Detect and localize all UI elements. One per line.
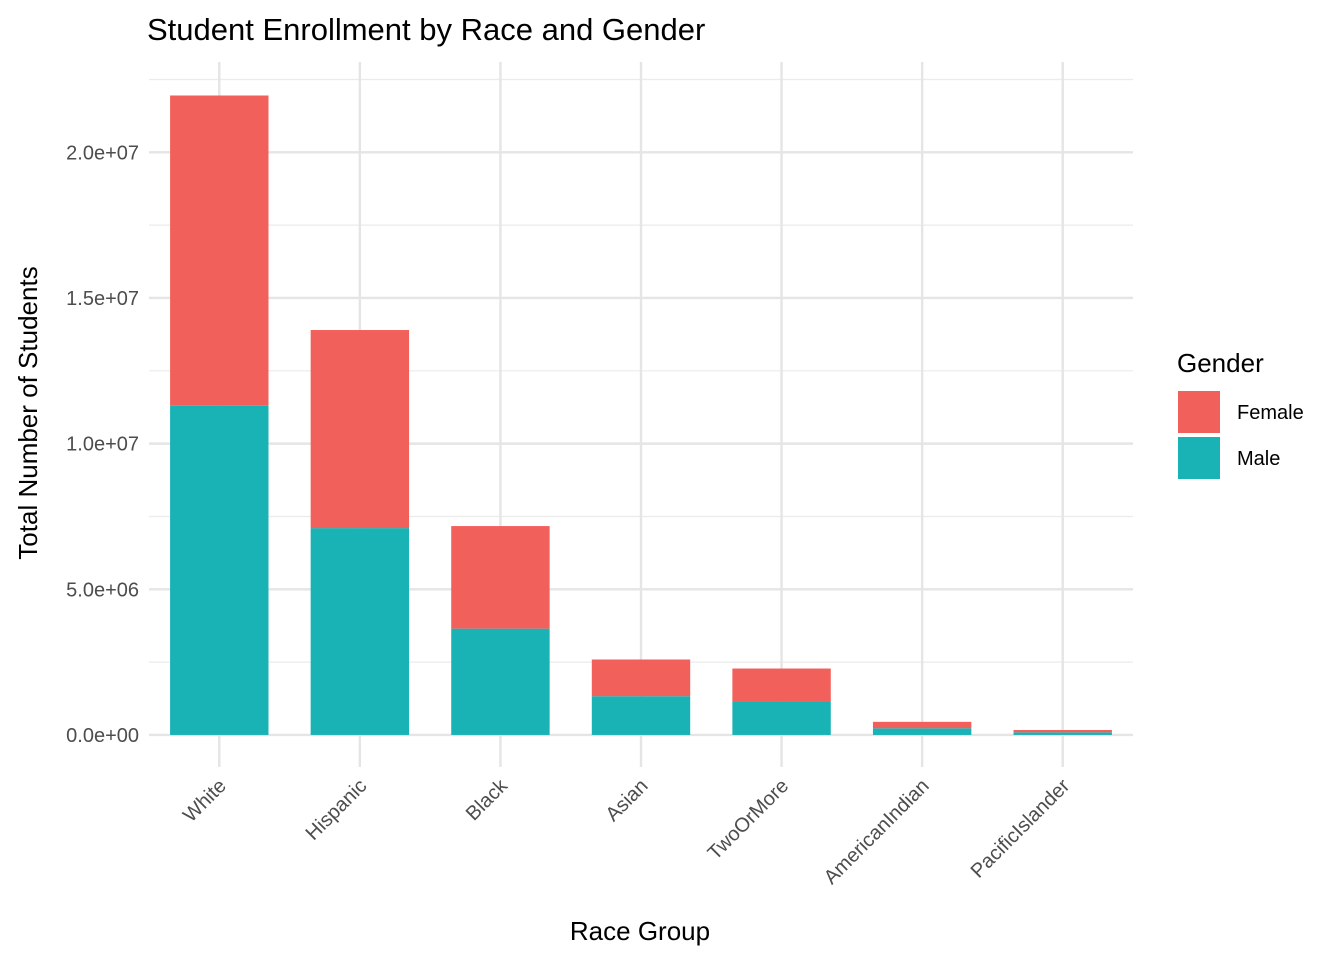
bar-female-black bbox=[451, 526, 550, 629]
bar-male-black bbox=[451, 628, 550, 735]
legend: Gender Female Male bbox=[1177, 348, 1304, 479]
y-tick-label: 0.0e+00 bbox=[66, 725, 139, 747]
legend-swatch-female bbox=[1178, 391, 1220, 433]
bar-female-hispanic bbox=[310, 330, 410, 529]
x-axis-title: Race Group bbox=[570, 916, 710, 946]
bar-female-twoormore bbox=[732, 668, 831, 702]
bar-male-white bbox=[170, 405, 269, 735]
legend-label-female: Female bbox=[1237, 402, 1304, 424]
bar-female-asian bbox=[591, 659, 691, 697]
y-tick-label: 5.0e+06 bbox=[66, 579, 139, 601]
bar-male-hispanic bbox=[310, 528, 410, 735]
legend-label-male: Male bbox=[1237, 448, 1280, 470]
bar-female-americanindian bbox=[872, 721, 972, 729]
bar-male-twoormore bbox=[732, 701, 831, 735]
bar-male-pacificislander bbox=[1013, 732, 1112, 735]
y-tick-label: 2.0e+07 bbox=[66, 142, 139, 164]
legend-swatch-male bbox=[1178, 437, 1220, 479]
y-axis-title: Total Number of Students bbox=[13, 266, 43, 559]
bar-male-americanindian bbox=[872, 728, 972, 735]
legend-items: Female Male bbox=[1178, 391, 1304, 479]
bar-female-pacificislander bbox=[1013, 730, 1112, 733]
bar-female-white bbox=[170, 95, 269, 406]
y-axis-tick-labels: 0.0e+00 5.0e+06 1.0e+07 1.5e+07 2.0e+07 bbox=[66, 142, 139, 747]
y-tick-label: 1.5e+07 bbox=[66, 288, 139, 310]
legend-title: Gender bbox=[1177, 348, 1264, 378]
bar-male-asian bbox=[591, 696, 691, 735]
y-tick-label: 1.0e+07 bbox=[66, 434, 139, 456]
chart-title: Student Enrollment by Race and Gender bbox=[147, 12, 705, 47]
bars bbox=[170, 95, 1112, 735]
